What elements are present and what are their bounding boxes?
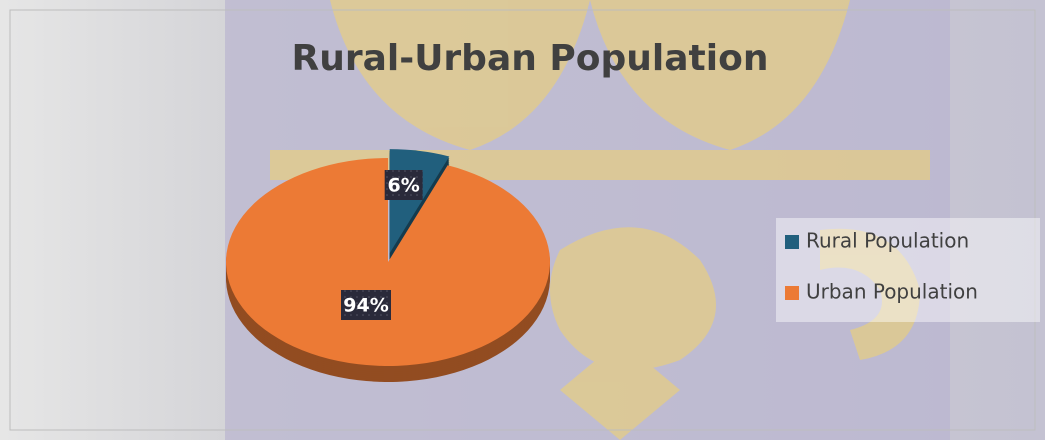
slice [226, 158, 550, 367]
legend-box [776, 218, 1040, 322]
data-label-box [341, 290, 391, 320]
chart-title: Rural-Urban Population [292, 38, 769, 79]
legend-swatch [785, 235, 799, 249]
legend-swatch [785, 286, 799, 300]
decor-ornament [270, 0, 930, 440]
legend-label: Rural Population [806, 229, 969, 253]
legend-label: Urban Population [806, 280, 978, 304]
data-label-box [384, 170, 423, 200]
chart-border [9, 9, 1036, 431]
pie [226, 149, 550, 382]
data-label: 94% [343, 295, 388, 317]
data-label: 6% [388, 175, 420, 197]
